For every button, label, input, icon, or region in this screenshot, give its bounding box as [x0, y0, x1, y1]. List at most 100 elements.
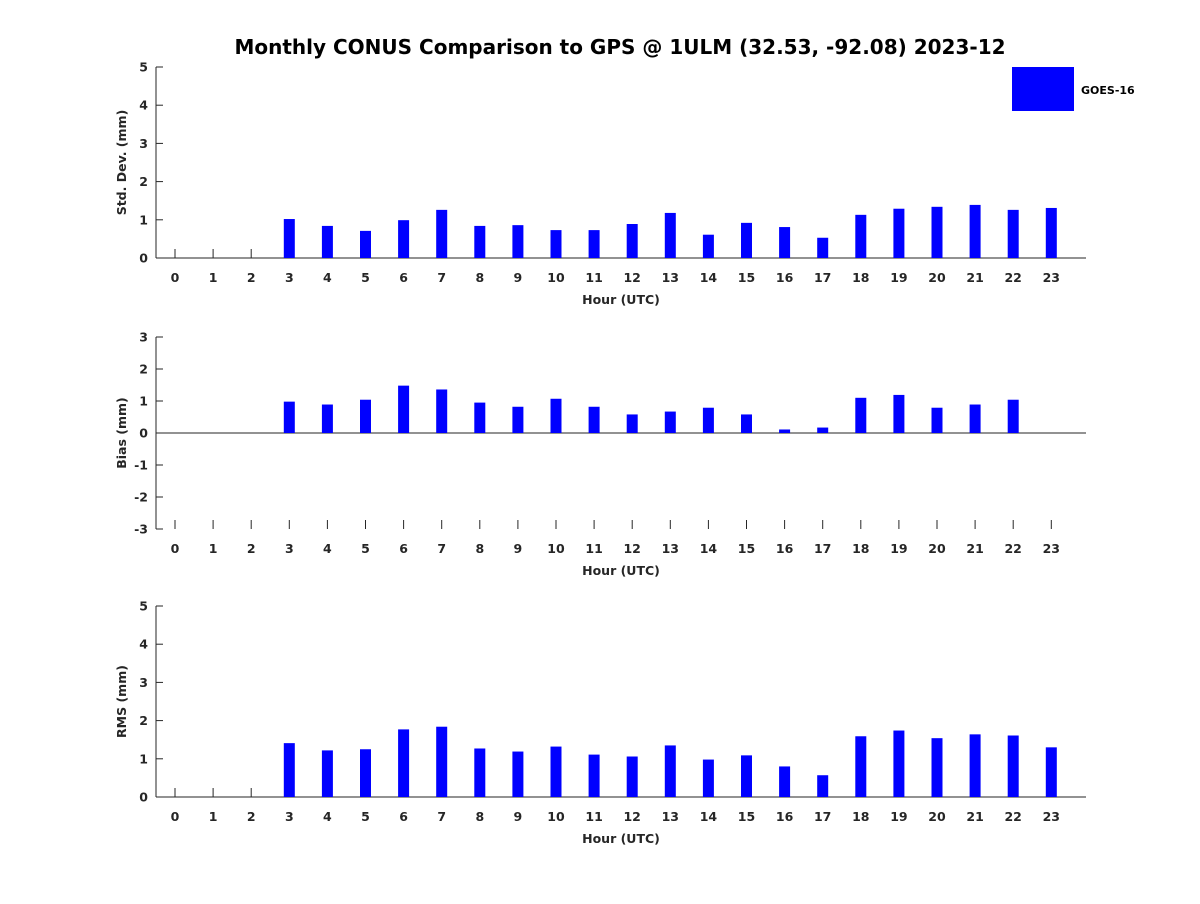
x-tick-label: 9	[514, 541, 523, 556]
x-tick-label: 16	[776, 270, 794, 285]
x-tick-label: 2	[247, 541, 256, 556]
x-tick-label: 14	[700, 809, 718, 824]
x-axis-label: Hour (UTC)	[582, 292, 660, 307]
x-tick-label: 19	[890, 270, 907, 285]
bar-hour-20	[931, 407, 943, 433]
bar-hour-23	[1045, 207, 1057, 258]
bar-hour-21	[969, 734, 981, 797]
bar-hour-19	[893, 394, 905, 433]
x-tick-label: 0	[171, 541, 180, 556]
x-axis-label: Hour (UTC)	[582, 831, 660, 846]
x-tick-label: 2	[247, 270, 256, 285]
bar-hour-13	[664, 411, 676, 433]
x-tick-label: 22	[1004, 270, 1021, 285]
bar-hour-9	[512, 751, 524, 797]
bar-hour-11	[588, 230, 600, 258]
bar-hour-14	[702, 759, 714, 797]
x-tick-label: 1	[209, 270, 218, 285]
bar-hour-20	[931, 206, 943, 258]
x-tick-label: 17	[814, 809, 831, 824]
y-axis-label: RMS (mm)	[114, 665, 129, 738]
x-tick-label: 20	[928, 541, 946, 556]
x-tick-label: 18	[852, 809, 869, 824]
x-tick-label: 19	[890, 809, 907, 824]
y-tick-label: 5	[139, 599, 148, 614]
bar-hour-16	[779, 429, 791, 433]
x-tick-label: 12	[623, 541, 640, 556]
x-tick-label: 17	[814, 270, 831, 285]
bar-hour-5	[360, 399, 371, 433]
x-tick-label: 20	[928, 809, 946, 824]
bar-hour-7	[436, 389, 448, 433]
x-tick-label: 20	[928, 270, 946, 285]
x-tick-label: 1	[209, 809, 218, 824]
bar-hour-10	[550, 746, 562, 797]
bar-hour-10	[550, 230, 562, 258]
bar-hour-3	[283, 219, 295, 258]
y-axis-label: Std. Dev. (mm)	[114, 110, 129, 216]
x-tick-label: 18	[852, 270, 869, 285]
x-tick-label: 15	[738, 809, 755, 824]
y-tick-label: -3	[134, 522, 148, 537]
bar-hour-14	[702, 407, 714, 433]
x-tick-label: 1	[209, 541, 218, 556]
y-tick-label: 3	[139, 330, 148, 345]
x-tick-label: 13	[662, 270, 679, 285]
bar-hour-8	[474, 402, 486, 433]
legend-swatch	[1012, 67, 1074, 111]
bar-hour-15	[741, 755, 752, 797]
x-tick-label: 3	[285, 541, 294, 556]
bar-hour-22	[1007, 399, 1019, 433]
y-tick-label: 3	[139, 675, 148, 690]
bar-hour-11	[588, 754, 600, 797]
x-tick-label: 15	[738, 270, 755, 285]
x-tick-label: 3	[285, 270, 294, 285]
bar-hour-21	[969, 404, 981, 433]
x-tick-label: 23	[1043, 809, 1060, 824]
bar-hour-20	[931, 738, 943, 797]
bar-hour-13	[664, 212, 676, 258]
x-tick-label: 11	[585, 541, 602, 556]
bar-hour-23	[1045, 747, 1057, 797]
x-tick-label: 10	[547, 541, 565, 556]
legend-label: GOES-16	[1081, 84, 1135, 97]
bar-hour-14	[702, 234, 714, 258]
y-tick-label: 2	[139, 174, 148, 189]
bar-hour-17	[817, 427, 829, 433]
bar-hour-12	[626, 414, 638, 433]
y-tick-label: 1	[139, 212, 148, 227]
x-tick-label: 9	[514, 809, 523, 824]
x-axis-label: Hour (UTC)	[582, 563, 660, 578]
bar-hour-18	[855, 214, 867, 258]
bar-hour-16	[779, 766, 791, 797]
y-tick-label: 4	[139, 98, 148, 113]
bar-hour-17	[817, 237, 829, 258]
y-tick-label: 2	[139, 713, 148, 728]
y-tick-label: 0	[139, 790, 148, 805]
x-tick-label: 4	[323, 270, 332, 285]
x-tick-label: 17	[814, 541, 831, 556]
bar-hour-8	[474, 225, 486, 258]
x-tick-label: 21	[966, 270, 983, 285]
bar-hour-9	[512, 225, 524, 258]
y-tick-label: 0	[139, 251, 148, 266]
bar-hour-4	[321, 750, 333, 797]
bar-hour-21	[969, 204, 981, 258]
x-tick-label: 22	[1004, 541, 1021, 556]
x-tick-label: 8	[475, 541, 484, 556]
x-tick-label: 3	[285, 809, 294, 824]
bar-hour-7	[436, 209, 448, 258]
x-tick-label: 5	[361, 270, 370, 285]
x-tick-label: 7	[437, 270, 446, 285]
y-tick-label: 0	[139, 426, 148, 441]
x-tick-label: 9	[514, 270, 523, 285]
x-tick-label: 14	[700, 541, 718, 556]
x-tick-label: 16	[776, 541, 794, 556]
x-tick-label: 8	[475, 809, 484, 824]
bar-hour-17	[817, 775, 829, 797]
